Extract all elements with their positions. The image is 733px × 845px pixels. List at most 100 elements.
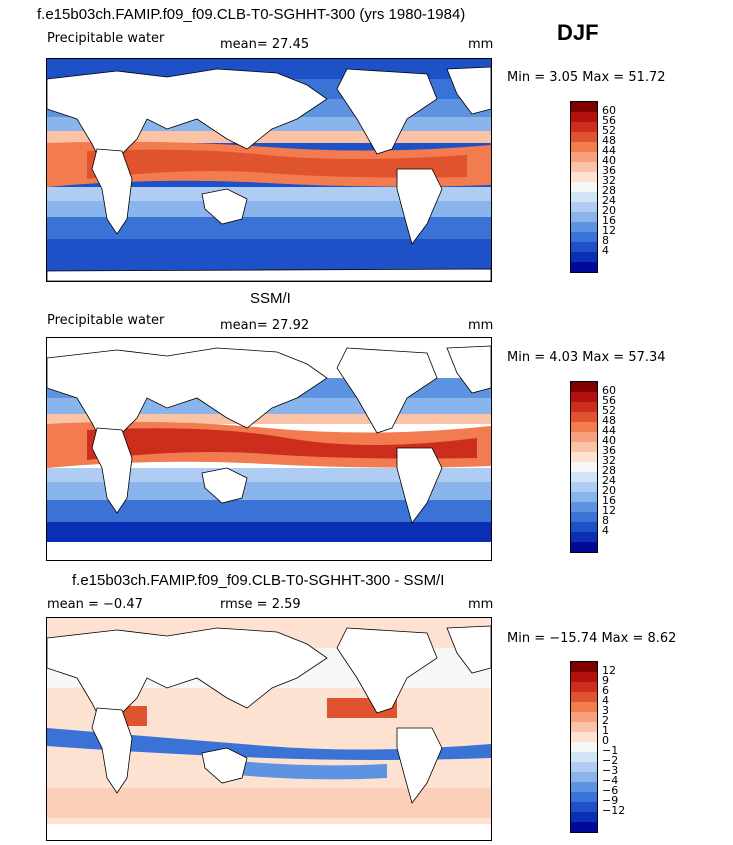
- colorbar-tick-label: 40: [602, 434, 616, 447]
- colorbar-segment: [571, 772, 597, 782]
- colorbar-tick-label: 24: [602, 194, 616, 207]
- colorbar-tick-label: 60: [602, 104, 616, 117]
- panel-2-colorbar: [570, 381, 598, 553]
- colorbar-tick-label: 6: [602, 684, 609, 697]
- colorbar-segment: [571, 662, 597, 672]
- colorbar-segment: [571, 132, 597, 142]
- colorbar-segment: [571, 712, 597, 722]
- panel-3-minmax: Min = −15.74 Max = 8.62: [507, 631, 677, 646]
- colorbar-tick-label: 44: [602, 144, 616, 157]
- colorbar-tick-label: 1: [602, 724, 609, 737]
- colorbar-tick-label: 4: [602, 244, 609, 257]
- colorbar-segment: [571, 802, 597, 812]
- colorbar-tick-label: 52: [602, 404, 616, 417]
- colorbar-tick-label: 36: [602, 444, 616, 457]
- colorbar-segment: [571, 242, 597, 252]
- colorbar-tick-label: 8: [602, 234, 609, 247]
- colorbar-tick-label: 56: [602, 114, 616, 127]
- colorbar-segment: [571, 212, 597, 222]
- colorbar-tick-label: 0: [602, 734, 609, 747]
- panel-1-mean: mean= 27.45: [220, 37, 310, 52]
- colorbar-tick-label: −1: [602, 744, 619, 757]
- colorbar-segment: [571, 252, 597, 262]
- colorbar-tick-label: 4: [602, 694, 609, 707]
- colorbar-segment: [571, 742, 597, 752]
- colorbar-tick-label: 9: [602, 674, 609, 687]
- colorbar-tick-label: 12: [602, 504, 616, 517]
- colorbar-tick-label: 20: [602, 204, 616, 217]
- colorbar-segment: [571, 222, 597, 232]
- colorbar-segment: [571, 532, 597, 542]
- colorbar-segment: [571, 822, 597, 832]
- colorbar-tick-label: 52: [602, 124, 616, 137]
- colorbar-tick-label: 24: [602, 474, 616, 487]
- colorbar-tick-label: 32: [602, 454, 616, 467]
- colorbar-segment: [571, 202, 597, 212]
- colorbar-segment: [571, 812, 597, 822]
- colorbar-tick-label: −6: [602, 784, 619, 797]
- colorbar-segment: [571, 512, 597, 522]
- colorbar-tick-label: −4: [602, 774, 619, 787]
- colorbar-segment: [571, 672, 597, 682]
- colorbar-segment: [571, 382, 597, 392]
- colorbar-tick-label: 48: [602, 414, 616, 427]
- colorbar-tick-label: 56: [602, 394, 616, 407]
- colorbar-segment: [571, 152, 597, 162]
- colorbar-tick-label: 3: [602, 704, 609, 717]
- panel-3-mean: mean = −0.47: [47, 597, 143, 612]
- panel-3-map-svg: [47, 618, 491, 840]
- panel-2-map-svg: [47, 338, 491, 560]
- colorbar-tick-label: 16: [602, 494, 616, 507]
- colorbar-tick-label: 60: [602, 384, 616, 397]
- colorbar-segment: [571, 192, 597, 202]
- colorbar-segment: [571, 542, 597, 552]
- colorbar-segment: [571, 682, 597, 692]
- colorbar-tick-label: −3: [602, 764, 619, 777]
- panel-3-title: f.e15b03ch.FAMIP.f09_f09.CLB-T0-SGHHT-30…: [72, 572, 445, 589]
- panel-2-mean: mean= 27.92: [220, 318, 310, 333]
- colorbar-tick-label: −12: [602, 804, 626, 817]
- colorbar-segment: [571, 142, 597, 152]
- colorbar-tick-label: 12: [602, 664, 616, 677]
- panel-2-title: SSM/I: [250, 290, 291, 307]
- panel-3-colorbar: [570, 661, 598, 833]
- panel-1-title: f.e15b03ch.FAMIP.f09_f09.CLB-T0-SGHHT-30…: [37, 6, 466, 23]
- colorbar-segment: [571, 752, 597, 762]
- colorbar-segment: [571, 472, 597, 482]
- colorbar-segment: [571, 412, 597, 422]
- panel-2-units: mm: [468, 318, 494, 333]
- colorbar-tick-label: 40: [602, 154, 616, 167]
- colorbar-segment: [571, 702, 597, 712]
- colorbar-segment: [571, 692, 597, 702]
- season-label: DJF: [557, 20, 599, 45]
- colorbar-segment: [571, 112, 597, 122]
- panel-1-colorbar: [570, 101, 598, 273]
- colorbar-segment: [571, 102, 597, 112]
- colorbar-segment: [571, 392, 597, 402]
- colorbar-segment: [571, 432, 597, 442]
- colorbar-segment: [571, 172, 597, 182]
- colorbar-segment: [571, 762, 597, 772]
- colorbar-segment: [571, 162, 597, 172]
- colorbar-segment: [571, 452, 597, 462]
- colorbar-tick-label: 44: [602, 424, 616, 437]
- colorbar-segment: [571, 182, 597, 192]
- colorbar-segment: [571, 782, 597, 792]
- colorbar-segment: [571, 402, 597, 412]
- colorbar-segment: [571, 122, 597, 132]
- panel-3-map: [46, 617, 492, 841]
- colorbar-segment: [571, 722, 597, 732]
- colorbar-segment: [571, 502, 597, 512]
- colorbar-segment: [571, 482, 597, 492]
- panel-1-variable: Precipitable water: [47, 31, 165, 46]
- panel-2-map: [46, 337, 492, 561]
- panel-1-map: [46, 58, 492, 282]
- colorbar-tick-label: −9: [602, 794, 619, 807]
- colorbar-segment: [571, 522, 597, 532]
- panel-3-units: mm: [468, 597, 494, 612]
- colorbar-tick-label: 12: [602, 224, 616, 237]
- colorbar-segment: [571, 732, 597, 742]
- colorbar-tick-label: 4: [602, 524, 609, 537]
- colorbar-segment: [571, 232, 597, 242]
- colorbar-tick-label: 36: [602, 164, 616, 177]
